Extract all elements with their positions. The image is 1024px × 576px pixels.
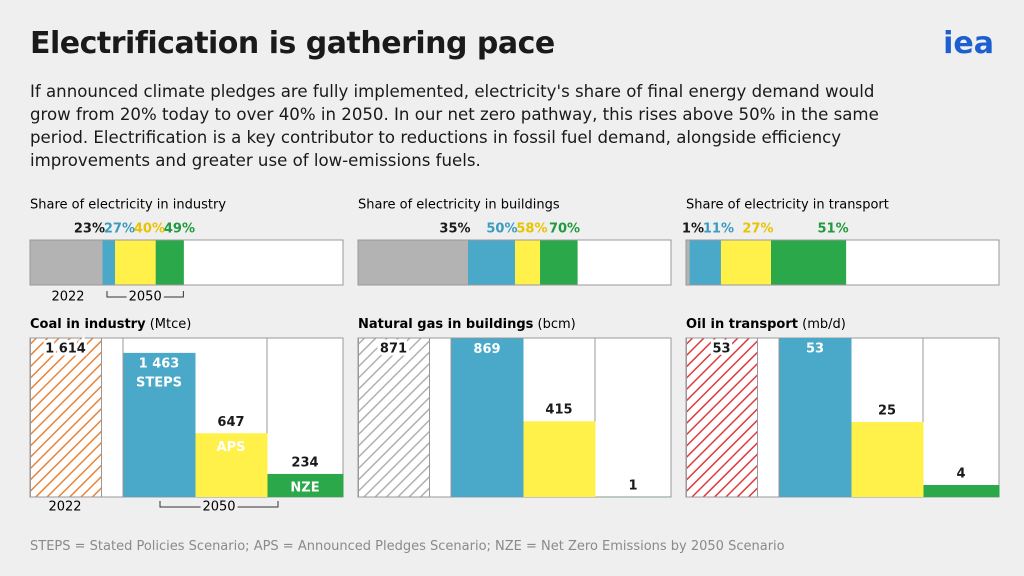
value-label: 27% [742,222,773,237]
value-label: 51% [818,222,849,237]
value-label: 11% [703,222,734,237]
subtitle: If announced climate pledges are fully i… [30,82,879,170]
bar [523,421,596,497]
value-label: 415 [545,403,572,418]
value-label: 40% [134,222,165,237]
value-label: 53 [806,342,824,357]
value-label: 4 [956,467,965,482]
category-label: STEPS [136,375,182,390]
category-label: NZE [290,480,319,495]
share-bar [30,240,103,285]
chart-title-text: Oil in transport [686,317,798,332]
value-label: 70% [549,222,580,237]
bar [30,337,102,498]
value-label: 49% [164,222,195,237]
bar [267,473,344,497]
bar [358,337,430,498]
bar [779,338,852,497]
share-bar [686,240,721,285]
bracket [159,501,279,508]
chart-title: Share of electricity in buildings [358,198,560,213]
period-label: 2050 [129,290,162,305]
title: Electrification is gathering pace [30,26,555,61]
share-bar [358,240,469,285]
period-label: 2022 [51,290,84,305]
value-label: 23% [74,222,105,237]
bar [451,338,524,497]
bar [686,337,758,498]
period-label: 2022 [48,500,81,515]
bar [195,433,268,497]
value-label: 50% [486,222,517,237]
value-label: 234 [291,455,318,470]
value-label: 53 [712,342,730,357]
chart-title-text: Coal in industry [30,317,146,332]
value-label: 27% [104,222,135,237]
chart-unit: (Mtce) [150,317,192,332]
chart-unit: (mb/d) [802,317,846,332]
value-label: 871 [380,342,407,357]
value-label: 1 [628,478,637,493]
value-label: 58% [516,222,547,237]
logo: iea [943,26,994,61]
bar [851,422,924,497]
value-label: 1% [682,222,704,237]
footnote: STEPS = Stated Policies Scenario; APS = … [30,539,785,554]
bar [123,352,196,497]
chart-title: Natural gas in buildings (bcm) [358,317,576,332]
value-label: 647 [217,415,244,430]
value-label: 869 [473,342,500,357]
period-label: 2050 [202,500,235,515]
value-label: 1 463 [139,356,180,371]
bar [923,485,1000,497]
value-label: 25 [878,404,896,419]
chart-title: Share of electricity in industry [30,198,226,213]
chart-title: Share of electricity in transport [686,198,889,213]
share-bar [686,240,690,285]
chart-unit: (bcm) [538,317,576,332]
value-label: 35% [439,222,470,237]
bracket [106,291,184,298]
chart-title: Oil in transport (mb/d) [686,317,846,332]
value-label: 1 614 [45,342,86,357]
chart-title-text: Natural gas in buildings [358,317,534,332]
category-label: APS [217,440,246,455]
chart-title: Coal in industry (Mtce) [30,317,191,332]
